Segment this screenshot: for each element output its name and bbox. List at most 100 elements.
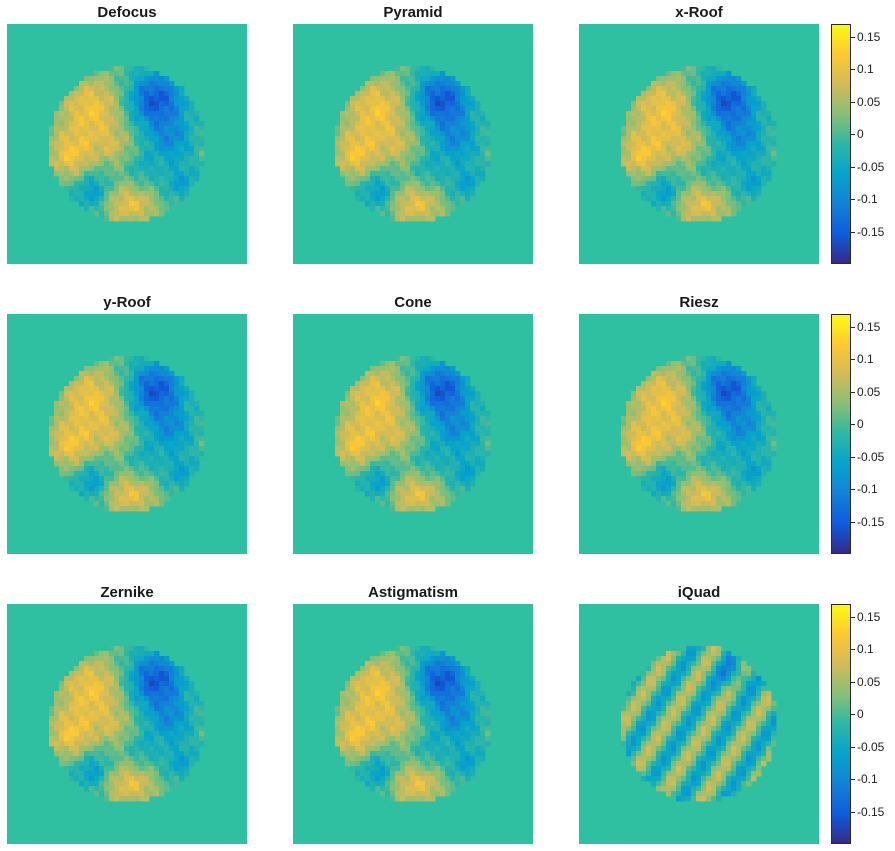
field-cell: [651, 186, 657, 192]
field-cell: [94, 161, 100, 167]
field-cell: [731, 191, 737, 197]
field-cell: [621, 436, 627, 442]
field-cell: [149, 651, 155, 657]
field-cell: [691, 211, 697, 217]
field-cell: [179, 101, 185, 107]
field-cell: [169, 386, 175, 392]
field-cell: [450, 456, 456, 462]
field-cell: [365, 446, 371, 452]
field-cell: [475, 146, 481, 152]
field-cell: [109, 141, 115, 147]
field-cell: [59, 111, 65, 117]
field-cell: [99, 461, 105, 467]
field-cell: [751, 386, 757, 392]
field-cell: [470, 461, 476, 467]
field-cell: [189, 176, 195, 182]
field-cell: [114, 76, 120, 82]
field-cell: [455, 476, 461, 482]
field-cell: [360, 161, 366, 167]
field-cell: [139, 206, 145, 212]
field-cell: [139, 376, 145, 382]
field-cell: [139, 411, 145, 417]
field-cell: [74, 676, 80, 682]
field-cell: [470, 386, 476, 392]
field-cell: [74, 666, 80, 672]
field-cell: [390, 466, 396, 472]
field-cell: [79, 491, 85, 497]
field-cell: [89, 491, 95, 497]
field-cell: [420, 451, 426, 457]
field-cell: [420, 126, 426, 132]
field-cell: [410, 181, 416, 187]
field-cell: [355, 461, 361, 467]
field-cell: [721, 411, 727, 417]
field-cell: [84, 461, 90, 467]
field-cell: [345, 421, 351, 427]
field-cell: [159, 711, 165, 717]
field-cell: [104, 421, 110, 427]
field-cell: [450, 426, 456, 432]
field-cell: [79, 371, 85, 377]
field-cell: [681, 186, 687, 192]
field-cell: [79, 181, 85, 187]
field-cell: [636, 151, 642, 157]
field-cell: [104, 206, 110, 212]
field-cell: [134, 121, 140, 127]
field-cell: [169, 426, 175, 432]
field-cell: [671, 96, 677, 102]
field-cell: [370, 456, 376, 462]
field-cell: [114, 396, 120, 402]
field-cell: [641, 121, 647, 127]
field-cell: [169, 391, 175, 397]
field-cell: [109, 716, 115, 722]
field-cell: [169, 416, 175, 422]
field-cell: [701, 191, 707, 197]
field-cell: [751, 171, 757, 177]
field-cell: [400, 406, 406, 412]
field-cell: [79, 376, 85, 382]
field-cell: [691, 421, 697, 427]
field-cell: [124, 466, 130, 472]
field-cell: [415, 396, 421, 402]
field-cell: [656, 76, 662, 82]
field-cell: [134, 446, 140, 452]
field-cell: [696, 366, 702, 372]
field-cell: [711, 131, 717, 137]
field-cell: [691, 141, 697, 147]
field-cell: [189, 471, 195, 477]
field-cell: [430, 376, 436, 382]
field-cell: [676, 201, 682, 207]
field-cell: [465, 191, 471, 197]
field-cell: [470, 471, 476, 477]
field-cell: [751, 196, 757, 202]
field-cell: [415, 481, 421, 487]
field-cell: [676, 96, 682, 102]
field-cell: [656, 181, 662, 187]
field-cell: [666, 141, 672, 147]
field-cell: [681, 66, 687, 72]
field-cell: [109, 396, 115, 402]
field-cell: [450, 191, 456, 197]
field-cell: [736, 416, 742, 422]
field-cell: [59, 411, 65, 417]
field-cell: [174, 161, 180, 167]
field-cell: [350, 426, 356, 432]
field-cell: [69, 146, 75, 152]
field-cell: [706, 141, 712, 147]
field-cell: [119, 661, 125, 667]
field-cell: [154, 466, 160, 472]
field-cell: [89, 461, 95, 467]
field-cell: [425, 486, 431, 492]
field-cell: [350, 431, 356, 437]
field-cell: [686, 101, 692, 107]
field-cell: [646, 426, 652, 432]
field-cell: [169, 661, 175, 667]
field-cell: [129, 181, 135, 187]
field-cell: [696, 96, 702, 102]
field-cell: [89, 191, 95, 197]
field-cell: [701, 471, 707, 477]
field-cell: [691, 101, 697, 107]
field-cell: [465, 121, 471, 127]
field-cell: [365, 166, 371, 172]
field-cell: [706, 401, 712, 407]
